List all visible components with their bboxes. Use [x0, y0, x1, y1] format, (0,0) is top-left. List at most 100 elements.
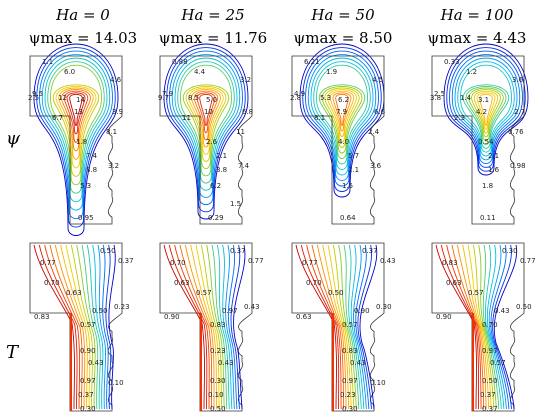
- isotherm: [490, 244, 510, 410]
- contour-label: 11: [236, 128, 245, 136]
- isotherm: [174, 244, 210, 410]
- isotherm: [435, 244, 477, 410]
- isotherm: [97, 244, 106, 410]
- contour-label: 0.95: [78, 214, 94, 222]
- streamline: [193, 90, 219, 141]
- contour-label: 4.0: [338, 138, 349, 146]
- streamfunction-panel-ha25: 0.88 4.4 7.9 8.5 5.0 10 11 9.7 3.2 6.8 11 2.6 2.1 3.8…: [158, 43, 253, 225]
- isotherm: [65, 244, 91, 410]
- hot-wall: [332, 313, 334, 411]
- isotherm: [190, 244, 218, 410]
- contour-label: 1.8: [76, 138, 87, 146]
- streamline: [199, 93, 213, 126]
- isotherm-label: 0.97: [482, 347, 498, 355]
- isotherm-label: 0.90: [436, 313, 452, 321]
- contour-label: 0.11: [480, 214, 496, 222]
- streamline: [166, 47, 246, 213]
- isotherm: [184, 244, 215, 410]
- cavity-outline: [29, 55, 123, 225]
- streamfunction-panel-ha50: 6.21 1.9 4.9 5.3 6.2 7.9 8.1 2.8 4.5 6.6 2.4 4.0 5.7…: [290, 43, 386, 225]
- isotherm-label: 0.50: [100, 247, 116, 255]
- streamline: [462, 84, 510, 149]
- contour-label: 4.4: [194, 68, 206, 76]
- streamline: [318, 84, 366, 159]
- isotherm: [33, 244, 75, 410]
- contour-label: 6.7: [52, 114, 63, 122]
- isotherm: [225, 244, 235, 410]
- ha-label: Ha = 50: [311, 6, 375, 24]
- isotherm-label: 0.30: [376, 303, 392, 311]
- contour-label: 2.3: [454, 114, 465, 122]
- psi-max-label: ψmax = 4.43: [427, 29, 527, 47]
- isotherm-label: 0.63: [446, 279, 462, 287]
- streamline: [465, 86, 507, 145]
- isotherm-label: 0.83: [442, 259, 458, 267]
- contour-label: 4.2: [476, 108, 487, 116]
- isotherm-label: 0.70: [482, 321, 498, 329]
- isotherm-label: 0.37: [482, 405, 498, 413]
- streamline: [454, 57, 518, 161]
- isotherm-label: 0.37: [480, 391, 496, 399]
- contour-label: 6.21: [304, 58, 320, 66]
- contour-label: 6.8: [242, 108, 253, 116]
- cavity-outline: [291, 55, 385, 225]
- streamline: [468, 87, 504, 142]
- isotherm: [228, 244, 238, 410]
- isotherm-label: 0.50: [328, 289, 344, 297]
- temperature-panel-ha100: 0.300.77 0.83 0.63 0.57 0.50 0.90 0.70 0.43 0.97…: [431, 242, 536, 413]
- isotherm-label: 0.37: [78, 391, 94, 399]
- isotherm-label: 0.83: [34, 313, 50, 321]
- streamline: [451, 54, 521, 165]
- isotherm-label: 0.23: [114, 303, 130, 311]
- isotherm: [108, 244, 116, 410]
- isotherm: [322, 244, 350, 410]
- streamline: [182, 84, 230, 170]
- contour-label: 14: [76, 96, 85, 104]
- isotherm: [467, 244, 492, 410]
- isotherm: [338, 244, 357, 410]
- column-header-ha100: Ha = 100 ψmax = 4.43: [412, 6, 542, 47]
- streamline: [174, 57, 238, 191]
- column-header-ha0: Ha = 0 ψmax = 14.03: [18, 6, 148, 47]
- isotherm-label: 0.37: [118, 257, 134, 265]
- isotherm: [357, 244, 372, 410]
- isotherm: [179, 244, 213, 410]
- contour-label: 5.7: [348, 152, 359, 160]
- column-header-ha25: Ha = 25 ψmax = 11.76: [148, 6, 278, 47]
- isotherm-label: 0.37: [362, 247, 378, 255]
- isotherm-label: 0.57: [342, 321, 358, 329]
- streamline: [324, 87, 360, 148]
- hot-wall: [472, 313, 474, 411]
- isotherm-label: 0.50: [92, 307, 108, 315]
- isotherm: [38, 244, 78, 410]
- isotherm: [163, 244, 205, 410]
- streamline: [163, 43, 249, 220]
- isotherm-label: 0.57: [468, 289, 484, 297]
- isotherm: [492, 244, 512, 410]
- streamline: [33, 43, 119, 236]
- contour-label: 2.1: [216, 152, 227, 160]
- isotherm: [54, 244, 86, 410]
- streamline: [321, 86, 363, 154]
- streamline: [39, 50, 113, 220]
- isotherm: [359, 244, 378, 410]
- streamline: [50, 64, 102, 186]
- contour-label: 2.6: [206, 138, 218, 146]
- streamline: [329, 90, 355, 137]
- isotherm: [343, 244, 360, 410]
- isotherm-label: 0.50: [210, 405, 226, 413]
- contour-label: 5.3: [80, 182, 91, 190]
- contour-label: 6.6: [374, 108, 386, 116]
- streamline: [55, 86, 97, 169]
- isotherm: [327, 244, 352, 410]
- isotherm: [300, 244, 340, 410]
- ha-label: Ha = 100: [440, 6, 514, 24]
- psi-max-label: ψmax = 8.50: [293, 29, 393, 47]
- contour-label: 6.2: [338, 96, 349, 104]
- isotherm-label: 0.10: [208, 391, 224, 399]
- isotherm: [200, 244, 223, 410]
- isotherm: [456, 244, 487, 410]
- streamline: [41, 54, 111, 211]
- isotherm: [230, 244, 241, 410]
- streamline: [310, 57, 374, 176]
